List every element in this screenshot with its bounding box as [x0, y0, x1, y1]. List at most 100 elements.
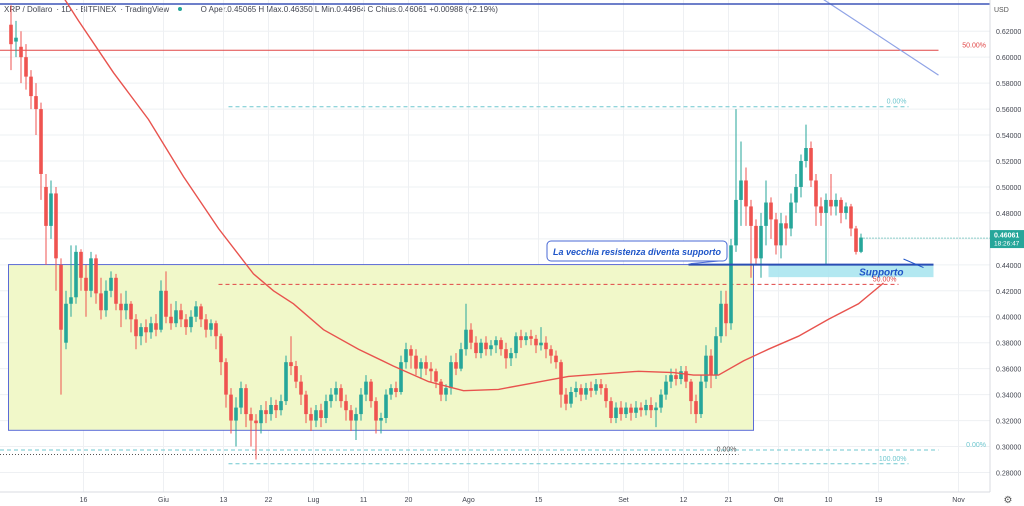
- candle-body: [634, 407, 638, 413]
- candle-body: [19, 46, 23, 58]
- price-tick-label: 0.52000: [996, 159, 1021, 166]
- candle-body: [624, 407, 628, 415]
- price-tick-label: 0.40000: [996, 315, 1021, 322]
- candle-body: [569, 392, 573, 404]
- candle-body: [549, 349, 553, 356]
- candle-body: [54, 193, 58, 259]
- candle-body: [264, 410, 268, 415]
- candle-body: [24, 57, 28, 77]
- price-tick-label: 0.36000: [996, 367, 1021, 374]
- time-tick-label: 11: [360, 497, 367, 504]
- annotations: Supporto La vecchia resistenza diventa su…: [546, 240, 934, 279]
- candle-body: [529, 336, 533, 339]
- candle-body: [404, 349, 408, 363]
- candle-body: [169, 316, 173, 324]
- candle-body: [304, 394, 308, 415]
- candle-body: [289, 362, 293, 367]
- candle-body: [424, 362, 428, 369]
- candle-body: [39, 109, 43, 174]
- candle-body: [434, 371, 438, 382]
- platform-label: TradingView: [125, 5, 170, 14]
- candle-body: [609, 401, 613, 418]
- candle-body: [639, 407, 643, 411]
- candle-body: [519, 336, 523, 341]
- candle-body: [414, 355, 418, 369]
- drawing-zones: [8, 264, 934, 431]
- candle-body: [254, 420, 258, 424]
- candle-body: [799, 160, 803, 187]
- candle-body: [444, 388, 448, 395]
- candle-body: [244, 388, 248, 415]
- candle-body: [354, 414, 358, 421]
- candle-body: [49, 193, 53, 226]
- candle-body: [269, 404, 273, 415]
- candle-body: [149, 323, 153, 333]
- annotation-arrow: [903, 258, 924, 269]
- candle-body: [514, 336, 518, 354]
- candle-body: [699, 381, 703, 415]
- candle-body: [164, 290, 168, 317]
- exchange-label: BITFINEX: [80, 5, 117, 14]
- candle-body: [544, 342, 548, 350]
- time-tick-label: 10: [825, 497, 833, 504]
- candle-body: [484, 342, 488, 350]
- candle-body: [84, 277, 88, 291]
- candle-body: [809, 148, 813, 181]
- candle-body: [419, 362, 423, 369]
- candle-body: [364, 381, 368, 395]
- candle-body: [79, 251, 83, 278]
- price-tick-label: 0.34000: [996, 393, 1021, 400]
- candle-body: [64, 303, 68, 343]
- candle-body: [614, 407, 618, 418]
- candle-body: [294, 366, 298, 382]
- candle-body: [479, 342, 483, 354]
- candle-body: [689, 381, 693, 402]
- candle-body: [779, 223, 783, 246]
- candle-body: [659, 394, 663, 408]
- candle-body: [764, 202, 768, 226]
- fib-level-label: 0.00%: [887, 99, 907, 106]
- candle-body: [819, 206, 823, 213]
- price-tick-label: 0.32000: [996, 419, 1021, 426]
- candle-body: [334, 388, 338, 395]
- candle-body: [504, 349, 508, 359]
- candle-body: [734, 199, 738, 246]
- fib-level-label: 100.00%: [879, 456, 907, 463]
- currency-label: USD: [994, 7, 1009, 14]
- candle-body: [844, 206, 848, 213]
- candle-body: [489, 345, 493, 350]
- trend-line: [823, 0, 939, 76]
- candle-body: [714, 336, 718, 376]
- candle-body: [834, 199, 838, 207]
- candle-body: [769, 202, 773, 220]
- candle-body: [719, 303, 723, 337]
- candle-body: [199, 306, 203, 320]
- candle-body: [74, 251, 78, 298]
- candle-body: [369, 381, 373, 402]
- interval-label[interactable]: 1D: [61, 5, 72, 14]
- time-tick-label: 19: [875, 497, 883, 504]
- candle-body: [794, 186, 798, 203]
- candle-body: [784, 223, 788, 229]
- candle-body: [824, 199, 828, 213]
- candle-body: [384, 394, 388, 418]
- time-axis-bg: [0, 492, 990, 506]
- candle-body: [849, 206, 853, 229]
- candle-body: [204, 319, 208, 330]
- price-tick-label: 0.60000: [996, 55, 1021, 62]
- candle-body: [234, 407, 238, 421]
- settings-gear-icon: ⚙: [1004, 495, 1013, 506]
- time-tick-label: 12: [680, 497, 688, 504]
- candle-body: [539, 342, 543, 346]
- candle-body: [194, 306, 198, 317]
- price-axis-bg: [990, 0, 1024, 506]
- candle-body: [119, 303, 123, 311]
- candle-body: [564, 394, 568, 404]
- candle-body: [509, 353, 513, 359]
- candle-body: [464, 329, 468, 350]
- candle-body: [129, 303, 133, 320]
- candle-body: [579, 388, 583, 395]
- symbol-name[interactable]: XRP / Dollaro: [4, 5, 53, 14]
